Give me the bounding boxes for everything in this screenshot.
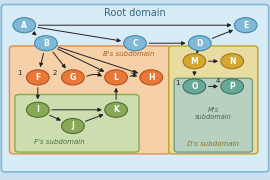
Circle shape [183,54,206,69]
Text: 3: 3 [96,70,100,76]
Text: O: O [191,82,198,91]
Text: H: H [148,73,154,82]
Circle shape [221,79,244,94]
Text: 1: 1 [175,80,179,86]
Circle shape [124,36,146,51]
Text: C: C [132,39,138,48]
Text: D: D [197,39,203,48]
FancyBboxPatch shape [169,46,258,154]
Circle shape [26,70,49,85]
Text: 4: 4 [131,70,135,76]
Text: N: N [229,57,235,66]
Circle shape [234,18,257,33]
Text: I: I [36,105,39,114]
Circle shape [221,54,244,69]
Text: 4: 4 [216,78,220,84]
Circle shape [13,18,36,33]
Circle shape [105,70,127,85]
Circle shape [62,70,84,85]
Text: E: E [243,21,248,30]
Text: Root domain: Root domain [104,8,166,18]
Text: K: K [113,105,119,114]
Text: J: J [72,122,74,130]
Text: G: G [70,73,76,82]
Circle shape [188,36,211,51]
Circle shape [26,102,49,117]
FancyBboxPatch shape [15,94,139,152]
Circle shape [183,79,206,94]
Circle shape [105,102,127,117]
Text: A: A [21,21,27,30]
Text: M: M [191,57,198,66]
Circle shape [62,118,84,134]
Text: P: P [229,82,235,91]
Text: 1: 1 [18,70,22,76]
Text: M's
subdomain: M's subdomain [195,107,232,120]
Text: 2: 2 [53,70,57,76]
Text: D's subdomain: D's subdomain [187,141,239,147]
FancyBboxPatch shape [1,4,269,172]
Text: B's subdomain: B's subdomain [103,51,154,57]
Text: L: L [114,73,119,82]
Circle shape [35,36,57,51]
Circle shape [140,70,163,85]
Text: F's subdomain: F's subdomain [34,139,85,145]
Text: B: B [43,39,49,48]
FancyBboxPatch shape [9,46,171,154]
FancyBboxPatch shape [174,78,252,152]
Text: F: F [35,73,40,82]
